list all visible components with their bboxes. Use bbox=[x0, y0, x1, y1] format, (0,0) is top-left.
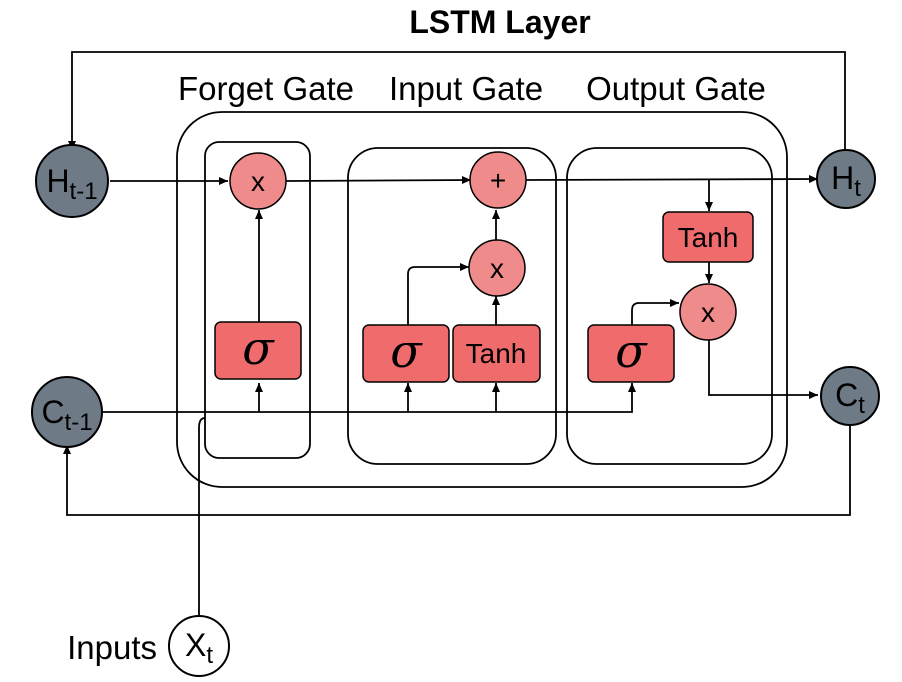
diagram-title: LSTM Layer bbox=[409, 4, 590, 40]
svg-text:σ: σ bbox=[242, 321, 275, 375]
svg-text:σ: σ bbox=[615, 324, 648, 378]
svg-text:x: x bbox=[701, 297, 715, 328]
input-sigmoid-out-wire bbox=[407, 263, 469, 325]
input-x-node: Xt bbox=[168, 615, 230, 677]
input-add-op: + bbox=[469, 151, 527, 209]
input-multiply-op: x bbox=[468, 239, 526, 297]
output-sigmoid-out-wire bbox=[631, 299, 679, 325]
h-prev-node: Ht-1 bbox=[35, 144, 109, 218]
h-next-node: Ht bbox=[816, 149, 876, 209]
h-next-wire bbox=[525, 175, 819, 184]
output-gate-label: Output Gate bbox=[586, 70, 766, 107]
svg-text:Tanh: Tanh bbox=[466, 338, 527, 369]
output-multiply-op: x bbox=[679, 283, 737, 341]
cell-state-loop bbox=[63, 425, 851, 516]
forget-gate-frame bbox=[204, 141, 311, 459]
c-prev-node: Ct-1 bbox=[31, 376, 103, 448]
input-tanh-box: Tanh bbox=[452, 324, 541, 383]
svg-text:Ht-1: Ht-1 bbox=[46, 163, 97, 205]
c-next-wire bbox=[708, 340, 818, 399]
forget-gate-label: Forget Gate bbox=[178, 70, 354, 107]
svg-text:Tanh: Tanh bbox=[678, 222, 739, 253]
svg-text:Ct-1: Ct-1 bbox=[41, 394, 92, 436]
c-next-node: Ct bbox=[820, 366, 880, 426]
hidden-state-loop bbox=[68, 51, 846, 152]
svg-text:x: x bbox=[490, 253, 504, 284]
inputs-label: Inputs bbox=[67, 629, 157, 666]
svg-text:σ: σ bbox=[390, 324, 423, 378]
lstm-cell-frame bbox=[176, 111, 788, 488]
input-gate-label: Input Gate bbox=[389, 70, 543, 107]
forget-multiply-op: x bbox=[229, 152, 287, 210]
svg-text:x: x bbox=[251, 166, 265, 197]
svg-text:Ct: Ct bbox=[835, 377, 865, 419]
input-x-wire bbox=[198, 417, 206, 615]
cell-path-wire bbox=[285, 176, 472, 185]
svg-text:+: + bbox=[490, 165, 506, 196]
input-gate-frame bbox=[347, 147, 557, 465]
svg-text:Ht: Ht bbox=[831, 160, 861, 202]
output-gate-frame bbox=[566, 147, 773, 465]
forget-sigmoid-box: σ bbox=[214, 321, 302, 380]
output-sigmoid-box: σ bbox=[587, 324, 675, 383]
output-tanh-box: Tanh bbox=[662, 211, 754, 263]
input-sigmoid-box: σ bbox=[362, 324, 450, 383]
c-prev-bus bbox=[102, 383, 636, 413]
svg-text:Xt: Xt bbox=[185, 627, 213, 669]
